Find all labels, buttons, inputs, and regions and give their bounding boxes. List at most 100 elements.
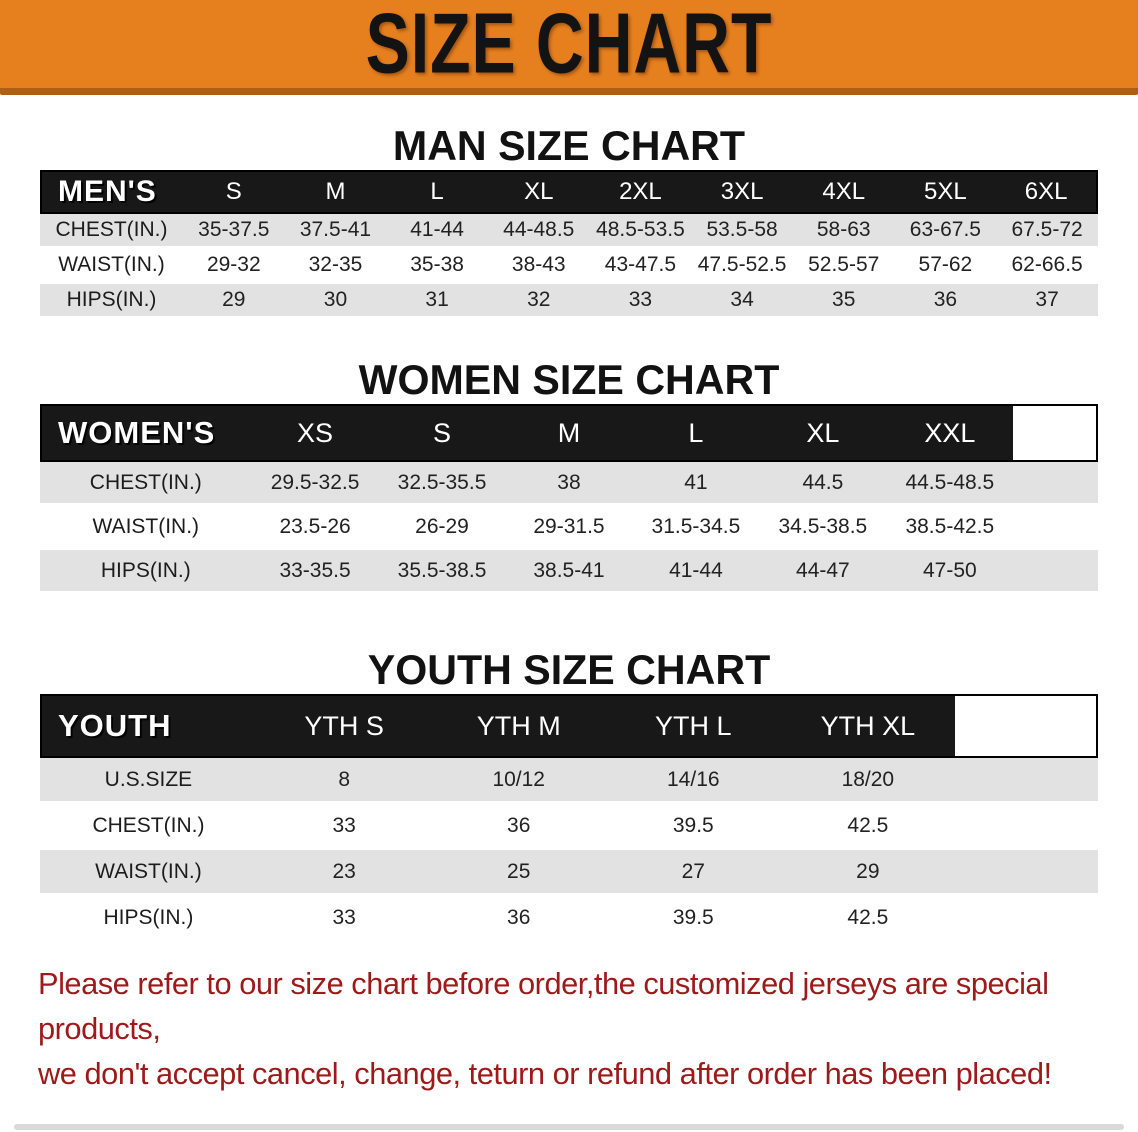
- size-column-header: L: [386, 170, 488, 214]
- measurement-value: 37: [996, 284, 1098, 319]
- measurement-value: 36: [431, 896, 606, 942]
- disclaimer-line-1: Please refer to our size chart before or…: [38, 966, 1049, 1046]
- size-column-header: YTH M: [431, 694, 606, 758]
- measurement-value: 43-47.5: [589, 249, 692, 284]
- mens-table-header-row: MEN'S S M L XL 2XL 3XL 4XL 5XL 6XL: [40, 170, 1098, 214]
- womens-table-header-row: WOMEN'S XS S M L XL XXL: [40, 404, 1098, 462]
- youth-size-chart-heading: YOUTH SIZE CHART: [367, 646, 771, 693]
- measurement-row: WAIST(IN.) 29-32 32-35 35-38 38-43 43-47.5 47.…: [40, 249, 1098, 284]
- measurement-value: 35.5-38.5: [378, 550, 506, 594]
- size-chart-banner: SIZE CHART: [0, 0, 1138, 95]
- measurement-value: 27: [606, 850, 781, 896]
- measurement-value: 32.5-35.5: [378, 462, 506, 506]
- measurement-value: 14/16: [606, 758, 781, 804]
- measurement-value: 18/20: [780, 758, 956, 804]
- measurement-row: HIPS(IN.) 33 36 39.5 42.5: [40, 896, 1098, 942]
- size-column-header: 4XL: [792, 170, 895, 214]
- mens-size-table: MEN'S S M L XL 2XL 3XL 4XL 5XL 6XL CHEST(IN.) 35-3…: [40, 170, 1098, 319]
- measurement-row: WAIST(IN.) 23 25 27 29: [40, 850, 1098, 896]
- measurement-value: 8: [256, 758, 432, 804]
- measurement-value: 44-48.5: [487, 214, 590, 249]
- measurement-value: 26-29: [378, 506, 506, 550]
- measurement-value: 32-35: [284, 249, 387, 284]
- measurement-value: 29: [182, 284, 285, 319]
- measurement-value: 35-38: [386, 249, 488, 284]
- measurement-value: 33: [256, 896, 432, 942]
- measurement-value: 62-66.5: [996, 249, 1098, 284]
- size-column-header: 5XL: [894, 170, 997, 214]
- size-column-header: XL: [487, 170, 590, 214]
- spacer-cell: [955, 758, 1098, 804]
- size-column-header: L: [632, 404, 760, 462]
- measurement-row: CHEST(IN.) 33 36 39.5 42.5: [40, 804, 1098, 850]
- measurement-value: 29: [780, 850, 956, 896]
- measurement-row: HIPS(IN.) 29 30 31 32 33 34 35 36 37: [40, 284, 1098, 319]
- disclaimer-text: Please refer to our size chart before or…: [38, 961, 1095, 1096]
- measurement-label: HIPS(IN.): [40, 550, 252, 594]
- measurement-value: 36: [431, 804, 606, 850]
- measurement-row: WAIST(IN.) 23.5-26 26-29 29-31.5 31.5-34.5 34…: [40, 506, 1098, 550]
- size-column-header: S: [182, 170, 285, 214]
- measurement-value: 47-50: [886, 550, 1014, 594]
- measurement-value: 41-44: [386, 214, 488, 249]
- spacer-cell: [1013, 404, 1098, 462]
- size-column-header: XXL: [886, 404, 1014, 462]
- size-column-header: S: [378, 404, 506, 462]
- measurement-value: 41: [632, 462, 760, 506]
- measurement-value: 37.5-41: [284, 214, 387, 249]
- measurement-row: CHEST(IN.) 29.5-32.5 32.5-35.5 38 41 44.5 44.5…: [40, 462, 1098, 506]
- measurement-label: CHEST(IN.): [40, 804, 257, 850]
- size-column-header: 6XL: [996, 170, 1098, 214]
- measurement-value: 36: [894, 284, 997, 319]
- measurement-value: 42.5: [780, 896, 956, 942]
- measurement-label: HIPS(IN.): [40, 896, 257, 942]
- spacer-cell: [1013, 550, 1098, 594]
- measurement-value: 39.5: [606, 804, 781, 850]
- size-column-header: 2XL: [589, 170, 692, 214]
- measurement-row: HIPS(IN.) 33-35.5 35.5-38.5 38.5-41 41-44 44-…: [40, 550, 1098, 594]
- measurement-value: 38: [505, 462, 633, 506]
- spacer-cell: [955, 850, 1098, 896]
- measurement-value: 31.5-34.5: [632, 506, 760, 550]
- measurement-value: 63-67.5: [894, 214, 997, 249]
- womens-size-table: WOMEN'S XS S M L XL XXL CHEST(IN.) 29.5-32.5 32.…: [40, 404, 1098, 594]
- measurement-value: 44.5-48.5: [886, 462, 1014, 506]
- measurement-label: HIPS(IN.): [40, 284, 183, 319]
- measurement-value: 31: [386, 284, 488, 319]
- bottom-edge-divider: [14, 1124, 1124, 1130]
- size-column-header: YTH XL: [780, 694, 956, 758]
- measurement-value: 30: [284, 284, 387, 319]
- measurement-value: 42.5: [780, 804, 956, 850]
- size-column-header: YTH L: [606, 694, 781, 758]
- table-corner-label: MEN'S: [40, 170, 183, 214]
- measurement-value: 57-62: [894, 249, 997, 284]
- measurement-value: 38.5-42.5: [886, 506, 1014, 550]
- measurement-value: 10/12: [431, 758, 606, 804]
- measurement-label: WAIST(IN.): [40, 506, 252, 550]
- youth-table-header-row: YOUTH YTH S YTH M YTH L YTH XL: [40, 694, 1098, 758]
- measurement-value: 44.5: [759, 462, 887, 506]
- measurement-row: U.S.SIZE 8 10/12 14/16 18/20: [40, 758, 1098, 804]
- spacer-cell: [955, 694, 1098, 758]
- measurement-value: 41-44: [632, 550, 760, 594]
- size-column-header: 3XL: [691, 170, 793, 214]
- measurement-value: 44-47: [759, 550, 887, 594]
- measurement-value: 33: [256, 804, 432, 850]
- size-column-header: M: [284, 170, 387, 214]
- measurement-value: 29.5-32.5: [251, 462, 379, 506]
- measurement-label: WAIST(IN.): [40, 850, 257, 896]
- spacer-cell: [1013, 506, 1098, 550]
- banner-title: SIZE CHART: [365, 0, 773, 92]
- measurement-value: 35-37.5: [182, 214, 285, 249]
- youth-size-table: YOUTH YTH S YTH M YTH L YTH XL U.S.SIZE 8 10/1…: [40, 694, 1098, 942]
- measurement-label: WAIST(IN.): [40, 249, 183, 284]
- measurement-value: 23: [256, 850, 432, 896]
- man-size-chart-heading: MAN SIZE CHART: [392, 122, 746, 169]
- spacer-cell: [955, 896, 1098, 942]
- measurement-value: 32: [487, 284, 590, 319]
- disclaimer-line-2: we don't accept cancel, change, teturn o…: [38, 1056, 1052, 1091]
- measurement-value: 38.5-41: [505, 550, 633, 594]
- measurement-value: 34: [691, 284, 793, 319]
- table-corner-label: YOUTH: [40, 694, 257, 758]
- measurement-value: 35: [792, 284, 895, 319]
